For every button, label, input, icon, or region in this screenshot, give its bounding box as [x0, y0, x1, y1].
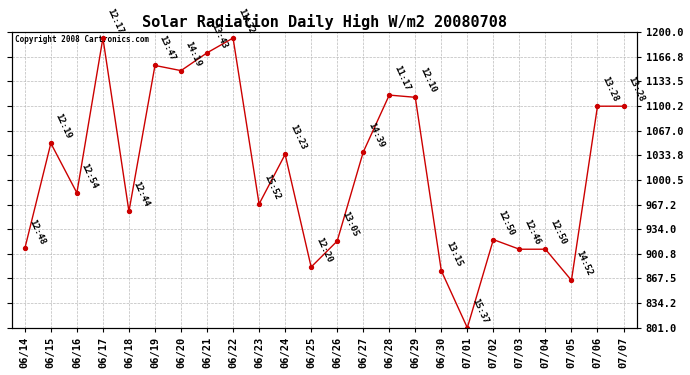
Title: Solar Radiation Daily High W/m2 20080708: Solar Radiation Daily High W/m2 20080708 [141, 13, 506, 30]
Point [175, 68, 186, 74]
Point [488, 237, 499, 243]
Point [97, 35, 108, 41]
Point [71, 190, 82, 196]
Point [228, 35, 239, 41]
Point [357, 149, 368, 155]
Point [436, 268, 447, 274]
Text: 14:52: 14:52 [574, 249, 593, 278]
Point [592, 103, 603, 109]
Point [384, 92, 395, 98]
Text: 12:17: 12:17 [106, 7, 125, 35]
Point [253, 201, 264, 207]
Point [46, 140, 57, 146]
Text: 11:32: 11:32 [236, 7, 255, 35]
Text: 13:23: 13:23 [288, 123, 308, 152]
Text: 13:28: 13:28 [627, 75, 646, 104]
Text: 11:17: 11:17 [392, 64, 411, 92]
Point [514, 246, 525, 252]
Text: 13:43: 13:43 [210, 22, 229, 50]
Point [566, 278, 577, 284]
Point [618, 103, 629, 109]
Text: Copyright 2008 Cartronics.com: Copyright 2008 Cartronics.com [15, 35, 149, 44]
Text: 13:05: 13:05 [340, 210, 359, 238]
Text: 15:37: 15:37 [470, 297, 490, 325]
Point [150, 63, 161, 69]
Point [124, 209, 135, 214]
Point [540, 246, 551, 252]
Text: 12:46: 12:46 [522, 218, 542, 246]
Text: 15:52: 15:52 [262, 173, 282, 201]
Text: 14:19: 14:19 [184, 40, 204, 68]
Point [332, 238, 343, 244]
Point [201, 50, 213, 56]
Text: 12:44: 12:44 [132, 180, 151, 209]
Point [279, 152, 290, 157]
Text: 12:20: 12:20 [314, 236, 333, 264]
Point [19, 246, 30, 252]
Text: 12:48: 12:48 [28, 217, 47, 246]
Text: 12:10: 12:10 [418, 66, 437, 94]
Text: 12:19: 12:19 [54, 112, 73, 141]
Text: 12:54: 12:54 [79, 162, 99, 190]
Text: 13:15: 13:15 [444, 240, 464, 268]
Text: 12:50: 12:50 [496, 209, 515, 237]
Point [462, 325, 473, 331]
Point [410, 94, 421, 100]
Text: 12:50: 12:50 [548, 218, 568, 246]
Text: 13:47: 13:47 [158, 34, 177, 63]
Point [306, 264, 317, 270]
Text: 14:39: 14:39 [366, 121, 386, 149]
Text: 13:28: 13:28 [600, 75, 620, 104]
